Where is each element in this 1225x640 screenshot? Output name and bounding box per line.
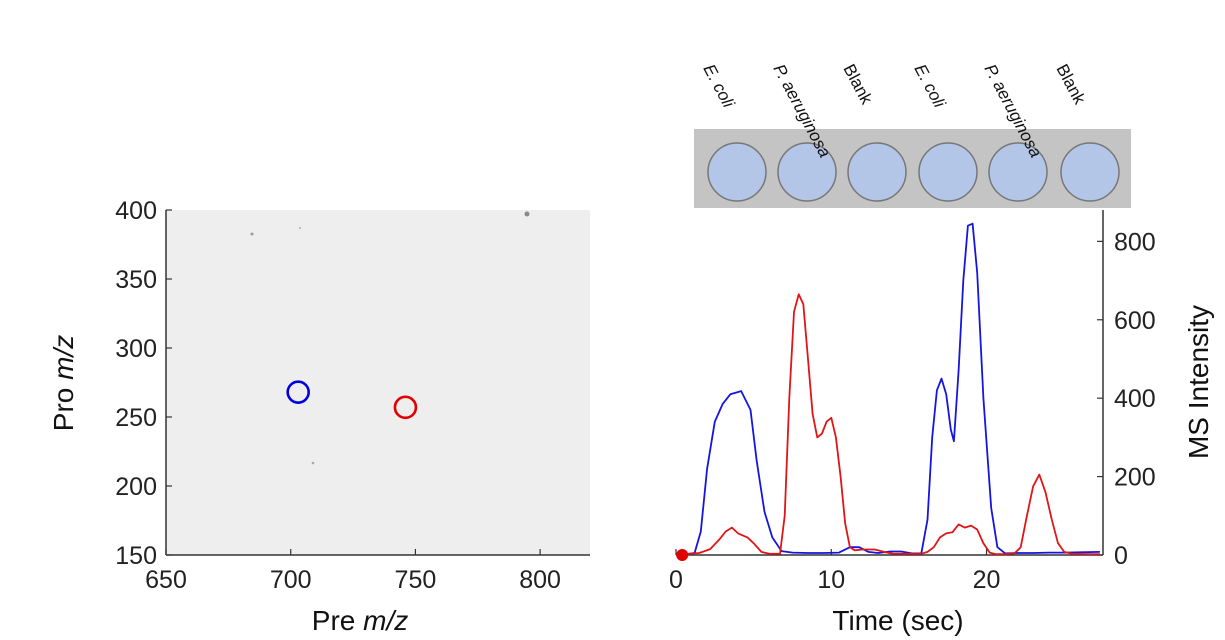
ms-x-tick-label: 10 [817, 566, 845, 594]
mz-map-y-tick-label: 250 [115, 404, 157, 432]
ms-y-tick-label: 200 [1114, 464, 1156, 492]
well-4 [918, 142, 978, 202]
mz-map-y-tick-label: 150 [115, 542, 157, 570]
mz-map-plot-area [166, 210, 590, 555]
well-label-4: E. coli [910, 61, 949, 112]
well-label-3: Blank [839, 61, 876, 108]
well-1 [707, 142, 767, 202]
mz-map-y-axis-title: Pro m/z [48, 335, 79, 431]
noise-speck [250, 232, 254, 236]
mz-map-x-tick-label: 650 [145, 566, 187, 594]
mz-map-y-tick-label: 300 [115, 335, 157, 363]
ms-trace-blue [685, 222, 1100, 556]
ms-x-tick-label: 0 [669, 566, 683, 594]
ms-y-tick-label: 0 [1114, 542, 1128, 570]
noise-speck [299, 227, 301, 229]
well-6 [1060, 142, 1120, 202]
well-plate: E. coli P. aeruginosa Blank E. coli P. aerug… [694, 61, 1131, 208]
ms-y-axis-title: MS Intensity [1183, 305, 1214, 459]
ms-x-tick-label: 20 [973, 566, 1001, 594]
well-5 [988, 142, 1048, 202]
noise-speck [524, 211, 530, 217]
ms-y-tick-label: 400 [1114, 385, 1156, 413]
ms-trace-red [685, 293, 1100, 556]
well-plate-strip [694, 129, 1131, 208]
ms-intensity-chart: 0 10 20 0 200 400 600 800 Time (sec) MS Intens… [669, 210, 1214, 636]
transition-marker-red [393, 395, 418, 420]
ms-y-tick-label: 800 [1114, 228, 1156, 256]
mz-map-x-tick-label: 800 [519, 566, 561, 594]
ms-y-tick-label: 600 [1114, 307, 1156, 335]
start-point-marker [676, 549, 689, 561]
mz-map-x-tick-label: 700 [270, 566, 312, 594]
well-2 [777, 142, 837, 202]
well-label-1: E. coli [699, 61, 738, 112]
mz-map-x-tick-label: 750 [395, 566, 437, 594]
well-label-6: Blank [1052, 61, 1089, 108]
mz-map-x-axis-title: Pre m/z [312, 605, 408, 636]
noise-speck [311, 461, 315, 465]
ms-x-axis-title: Time (sec) [832, 605, 963, 636]
mz-map-y-tick-label: 200 [115, 473, 157, 501]
mz-map-y-tick-label: 400 [115, 197, 157, 225]
mz-map-y-tick-label: 350 [115, 266, 157, 294]
transition-marker-blue [286, 380, 310, 404]
well-3 [847, 142, 907, 202]
